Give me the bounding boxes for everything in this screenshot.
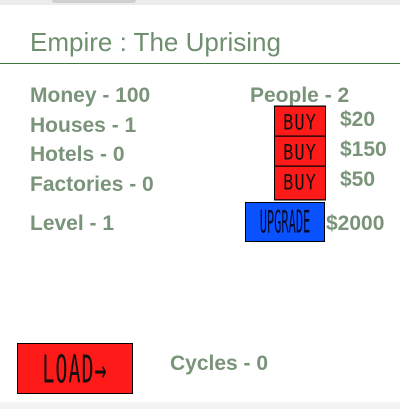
title-divider bbox=[0, 63, 400, 64]
buy-hotel-button[interactable]: BUY bbox=[274, 135, 326, 171]
cycles-stat: Cycles - 0 bbox=[170, 352, 269, 375]
factories-stat: Factories - 0 bbox=[30, 173, 154, 196]
buy-house-button[interactable]: BUY bbox=[274, 105, 326, 141]
houses-stat: Houses - 1 bbox=[30, 114, 137, 137]
level-stat: Level - 1 bbox=[30, 212, 115, 235]
game-screen bbox=[0, 5, 400, 402]
hotels-stat: Hotels - 0 bbox=[30, 143, 125, 166]
people-stat: People - 2 bbox=[250, 84, 350, 107]
load-button-label: LOAD→ bbox=[42, 345, 108, 392]
top-bar bbox=[0, 0, 400, 5]
load-button[interactable]: LOAD→ bbox=[17, 343, 133, 394]
upgrade-price: $2000 bbox=[326, 212, 385, 235]
buy-hotel-button-label: BUY bbox=[283, 140, 317, 166]
buy-factory-button-label: BUY bbox=[283, 170, 317, 196]
house-price: $20 bbox=[340, 108, 376, 131]
factory-price: $50 bbox=[340, 168, 376, 191]
upgrade-button-label: UPGRADE bbox=[259, 203, 311, 241]
buy-factory-button[interactable]: BUY bbox=[274, 165, 326, 201]
hotel-price: $150 bbox=[340, 138, 387, 161]
buy-house-button-label: BUY bbox=[283, 110, 317, 136]
upgrade-button[interactable]: UPGRADE bbox=[245, 202, 325, 242]
money-stat: Money - 100 bbox=[30, 84, 151, 107]
top-tab bbox=[52, 0, 136, 3]
game-title: Empire : The Uprising bbox=[30, 27, 281, 57]
